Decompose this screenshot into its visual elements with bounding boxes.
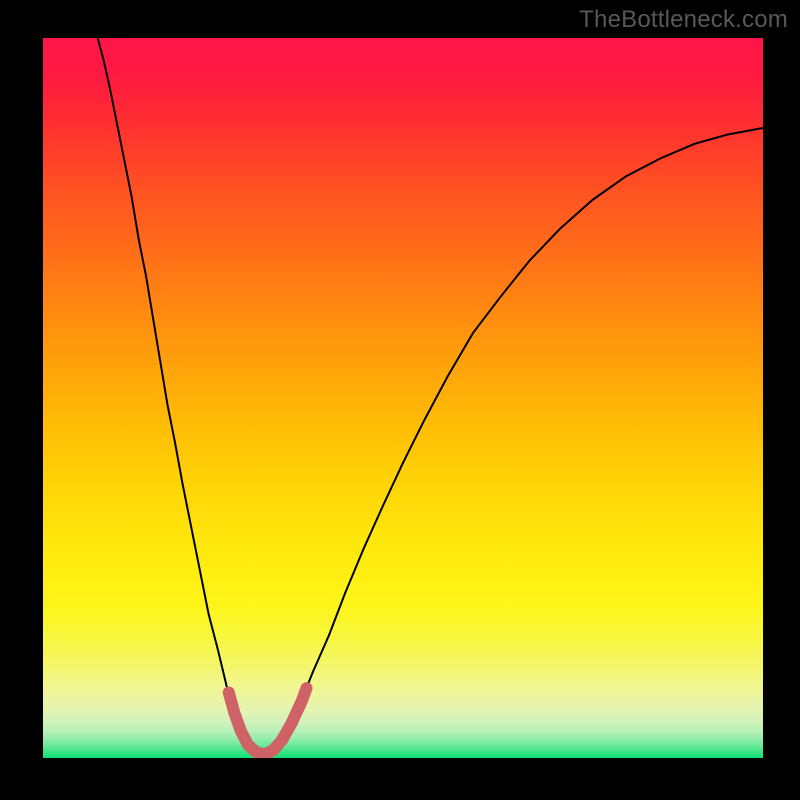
watermark-text: TheBottleneck.com bbox=[579, 6, 788, 34]
chart-frame bbox=[763, 0, 800, 800]
chart-plot-area bbox=[43, 38, 763, 758]
chart-frame bbox=[0, 758, 800, 800]
optimal-range-marker bbox=[43, 38, 763, 758]
chart-frame bbox=[0, 0, 43, 800]
